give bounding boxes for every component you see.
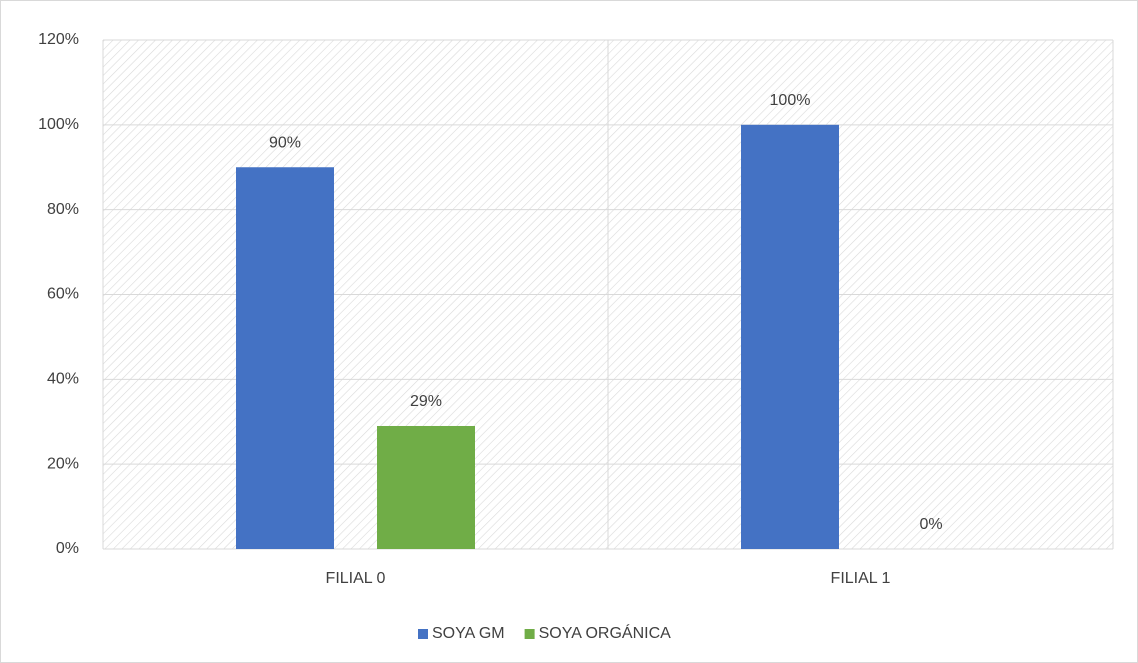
value-label: 29% xyxy=(410,393,442,410)
legend-swatch xyxy=(524,629,535,639)
y-tick-label: 0% xyxy=(56,540,79,557)
x-tick-label: FILIAL 1 xyxy=(831,570,891,587)
y-tick-label: 120% xyxy=(38,31,79,48)
value-label: 100% xyxy=(770,92,811,109)
legend-swatch xyxy=(418,629,428,639)
y-tick-label: 20% xyxy=(47,455,79,472)
bar xyxy=(741,124,839,549)
bar xyxy=(377,425,475,549)
legend-label: SOYA ORGÁNICA xyxy=(539,623,672,642)
x-tick-label: FILIAL 0 xyxy=(326,570,386,587)
value-label: 90% xyxy=(269,134,301,151)
y-tick-label: 40% xyxy=(47,371,79,388)
y-tick-label: 100% xyxy=(38,116,79,133)
legend-label: SOYA GM xyxy=(432,625,505,642)
y-tick-label: 60% xyxy=(47,286,79,303)
value-label: 0% xyxy=(919,516,942,533)
bar xyxy=(236,167,334,549)
y-tick-label: 80% xyxy=(47,201,79,218)
